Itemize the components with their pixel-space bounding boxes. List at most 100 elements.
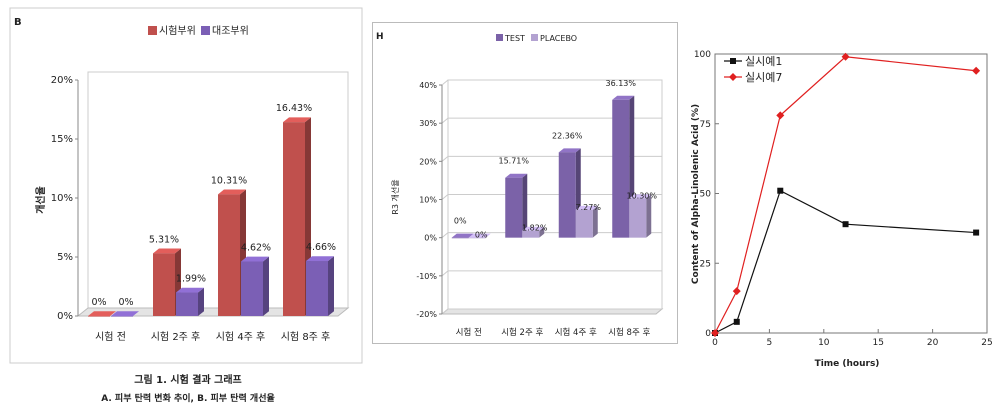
chart-panel-line: 0 5 10 15 20 25 0 25 50 75 100 실시예1 실시예7 Content o…: [682, 6, 995, 380]
bar-series-2: [522, 226, 545, 238]
chart-b-panel-label: B: [14, 17, 22, 28]
chart-floor: [440, 308, 664, 315]
legend-marker-series-2: [729, 73, 737, 81]
category-label: 시험 4주 후: [555, 328, 597, 338]
category-label: 시험 전: [456, 327, 482, 338]
chart-h-panel-label: H: [376, 32, 384, 42]
bar-top: [218, 189, 246, 195]
y-tick-label: 0: [705, 329, 711, 339]
data-label: 0%: [118, 297, 133, 308]
bar-series-2: [575, 205, 598, 238]
category-label: 시험 전: [95, 331, 126, 343]
chart-h-categories: 시험 전 시험 2주 후 시험 4주 후 시험 8주 후: [456, 327, 651, 338]
legend-label-series-1: 실시예1: [745, 55, 782, 68]
bar-top: [468, 233, 491, 238]
bar-front: [468, 237, 486, 239]
y-tick-label: 0%: [57, 311, 73, 322]
y-tick-label: 5%: [57, 252, 73, 263]
grid-line: [441, 308, 449, 315]
data-label: 4.62%: [241, 242, 271, 253]
bar-top: [451, 233, 474, 238]
bar-front: [612, 99, 630, 238]
data-point: [732, 287, 741, 296]
bar-top: [575, 205, 598, 210]
data-label: 22.36%: [552, 131, 583, 140]
y-tick-label: 10%: [419, 196, 437, 205]
chart-line-axes: 0 5 10 15 20 25 0 25 50 75 100: [694, 50, 993, 348]
bar-top: [111, 311, 139, 316]
legend-swatch-series-1: [148, 26, 157, 35]
legend-swatch-series-2: [201, 26, 210, 35]
data-label: 36.13%: [605, 79, 636, 88]
legend-label-test: TEST: [504, 34, 525, 43]
y-tick-label: 15%: [51, 134, 73, 145]
chart-b-ylabel: 개선율: [34, 186, 47, 214]
x-tick-label: 0: [712, 338, 718, 348]
chart-line-ylabel: Content of Alpha-Linolenic Acid (%): [691, 104, 701, 284]
data-point: [711, 329, 719, 337]
data-label: 10.31%: [211, 175, 247, 186]
bar-front: [88, 316, 110, 317]
bar-top: [558, 148, 581, 153]
data-label: 0%: [91, 297, 106, 308]
data-label: 0%: [454, 217, 467, 226]
y-tick-label: 75: [700, 120, 711, 130]
bar-top: [612, 95, 635, 100]
bar-series-2: [629, 194, 652, 238]
data-point: [973, 229, 980, 236]
data-label: 7.27%: [576, 203, 602, 212]
legend-label-placebo: PLACEBO: [540, 34, 577, 43]
y-tick-label: -20%: [416, 310, 437, 319]
bar-top: [505, 173, 528, 178]
category-label: 시험 2주 후: [151, 331, 201, 343]
y-tick-label: 25: [700, 259, 711, 269]
y-tick-label: -10%: [416, 272, 437, 281]
chart-line-series: [711, 52, 981, 337]
bar-front: [153, 253, 175, 316]
bar-series-1: [88, 311, 116, 317]
chart-b-caption-line2: A. 피부 탄력 변화 추이, B. 피부 탄력 개선율: [101, 392, 275, 404]
legend-label-series-2: 대조부위: [212, 24, 249, 37]
data-label: 16.43%: [276, 103, 312, 114]
chart-line-svg: 0 5 10 15 20 25 0 25 50 75 100 실시예1 실시예7 Content o…: [691, 50, 993, 369]
bar-series-2: [306, 256, 334, 316]
bar-front: [176, 292, 198, 316]
bar-top: [306, 256, 334, 262]
data-label: 4.66%: [306, 242, 336, 253]
data-label: 15.71%: [498, 157, 529, 166]
bar-series-1: [153, 248, 181, 316]
bar-front: [241, 261, 263, 316]
legend-swatch-placebo: [531, 34, 538, 41]
chart-h-bars: 0% 0% 15.71% 1.82% 22.36% 7.27% 36.13% 10.30%: [451, 79, 657, 240]
bar-front: [629, 198, 647, 238]
chart-h-svg: H TEST PLACEBO R3 개선율 -20% -10% 0% 10% 20% 30…: [372, 22, 678, 344]
legend-swatch-test: [496, 34, 503, 41]
bar-top: [176, 287, 204, 293]
y-tick-label: 20%: [51, 75, 73, 86]
grid-line: [441, 155, 449, 162]
data-point: [842, 221, 849, 228]
bar-front: [283, 122, 305, 316]
bar-side: [263, 256, 269, 316]
data-point: [733, 318, 740, 325]
data-label: 0%: [475, 231, 488, 240]
y-tick-label: 0%: [424, 234, 437, 243]
bar-series-1: [283, 117, 311, 317]
bar-top: [629, 194, 652, 199]
category-label: 시험 2주 후: [501, 328, 543, 338]
bar-front: [575, 209, 593, 238]
chart-line-xlabel: Time (hours): [815, 359, 880, 369]
bar-side: [539, 226, 545, 238]
bar-series-1: [505, 173, 528, 238]
y-tick-label: 10%: [51, 193, 73, 204]
plot-frame: [714, 53, 988, 334]
series-line-1: [714, 189, 977, 334]
data-point: [972, 66, 981, 75]
chart-b-svg: B 시험부위 대조부위 개선율 0% 5% 10% 15% 20% 0% 0% 5.31% 1…: [9, 7, 363, 404]
chart-panel-b: B 시험부위 대조부위 개선율 0% 5% 10% 15% 20% 0% 0% 5.31% 1…: [0, 0, 370, 416]
x-tick-label: 25: [981, 338, 992, 348]
category-label: 시험 4주 후: [216, 331, 266, 343]
bar-side: [198, 287, 204, 316]
grid-line: [441, 79, 449, 86]
bar-top: [241, 256, 269, 262]
